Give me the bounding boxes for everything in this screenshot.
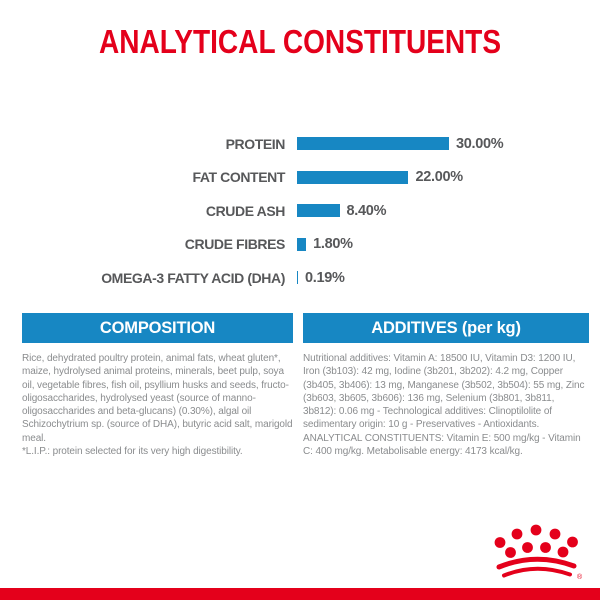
chart-bar — [297, 204, 340, 218]
additives-header: ADDITIVES (per kg) — [303, 313, 589, 343]
chart-category-label: OMEGA-3 FATTY ACID (DHA) — [101, 269, 285, 286]
composition-section: COMPOSITION Rice, dehydrated poultry pro… — [22, 313, 293, 458]
chart-row: CRUDE FIBRES 1.80% — [0, 228, 600, 262]
additives-text: Nutritional additives: Vitamin A: 18500 … — [303, 353, 585, 431]
chart-value-label: 22.00% — [415, 169, 463, 186]
crown-arcs — [496, 556, 577, 578]
additives-analytical-text: ANALYTICAL CONSTITUENTS: Vitamin E: 500 … — [303, 432, 581, 458]
chart-value-label: 1.80% — [313, 236, 353, 253]
page-title: ANALYTICAL CONSTITUENTS — [98, 23, 502, 60]
chart-value-label: 30.00% — [456, 135, 504, 152]
additives-body: Nutritional additives: Vitamin A: 18500 … — [303, 352, 589, 458]
crown-logo-icon: ® — [494, 524, 583, 581]
additives-section: ADDITIVES (per kg) Nutritional additives… — [303, 313, 589, 458]
composition-footnote: *L.I.P.: protein selected for its very h… — [22, 446, 243, 458]
chart-bar — [297, 137, 449, 151]
chart-category-label: CRUDE FIBRES — [184, 236, 286, 253]
bottom-red-bar — [0, 588, 600, 600]
chart-value-label: 0.19% — [305, 269, 345, 286]
chart-row: CRUDE ASH 8.40% — [0, 194, 600, 228]
composition-header: COMPOSITION — [22, 313, 293, 343]
composition-text: Rice, dehydrated poultry protein, animal… — [22, 353, 293, 444]
chart-category-label: FAT CONTENT — [192, 169, 285, 186]
chart-row: PROTEIN 30.00% — [0, 127, 600, 161]
chart-bar — [297, 271, 298, 285]
composition-body: Rice, dehydrated poultry protein, animal… — [22, 352, 293, 458]
chart-row: FAT CONTENT 22.00% — [0, 161, 600, 195]
chart-bar — [297, 237, 307, 251]
chart-row: OMEGA-3 FATTY ACID (DHA) 0.19% — [0, 261, 600, 295]
analytical-constituents-bar-chart: PROTEIN 30.00% FAT CONTENT 22.00% CRUDE ASH 8… — [0, 127, 600, 295]
chart-category-label: CRUDE ASH — [205, 202, 286, 219]
chart-category-label: PROTEIN — [225, 135, 286, 152]
chart-bar — [297, 170, 409, 184]
registered-trademark: ® — [577, 573, 583, 581]
crown-dots — [494, 524, 578, 558]
chart-value-label: 8.40% — [346, 202, 387, 219]
